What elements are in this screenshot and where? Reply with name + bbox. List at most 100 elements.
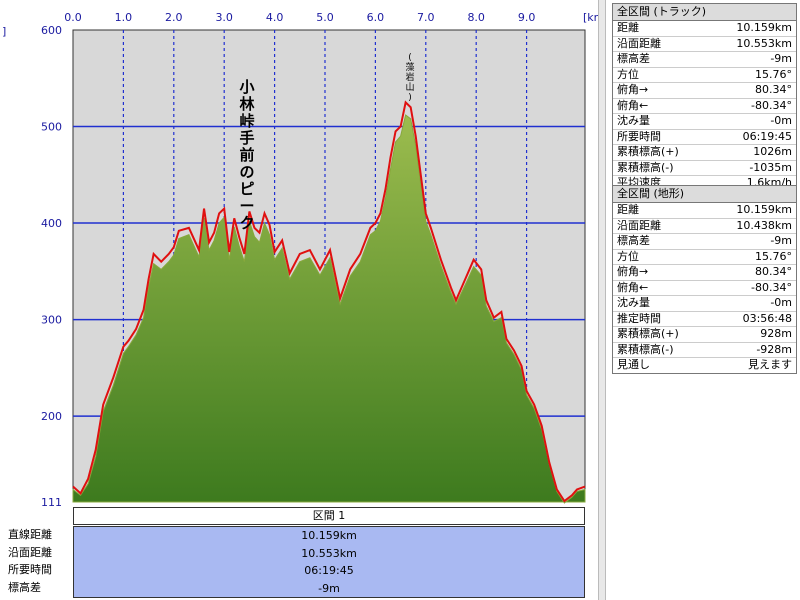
section-value-elevation-diff: -9m	[318, 581, 340, 595]
section-title: 区間 1	[73, 507, 585, 525]
terrain-stat-value: -0m	[770, 296, 792, 309]
terrain-stats-panel: 全区間 (地形) 距離 10.159km 沿面距離 10.438km 標高差 -9m 方位 1…	[612, 185, 797, 374]
track-stat-row: 累積標高(-) -1035m	[613, 160, 796, 176]
track-stat-row: 俯角→ 80.34°	[613, 83, 796, 99]
track-stat-label: 距離	[617, 21, 639, 34]
section-label-straight-distance: 直線距離	[8, 528, 52, 541]
y-tick-label: 500	[41, 121, 62, 134]
track-stat-row: 俯角← -80.34°	[613, 98, 796, 114]
track-stats-panel: 全区間 (トラック) 距離 10.159km 沿面距離 10.553km 標高差 -9m 方…	[612, 3, 797, 192]
terrain-stat-row: 沈み量 -0m	[613, 296, 796, 312]
x-tick-label: 8.0	[467, 11, 485, 24]
x-tick-label: 2.0	[165, 11, 183, 24]
track-stat-row: 沈み量 -0m	[613, 114, 796, 130]
terrain-area	[72, 114, 586, 504]
track-stat-value: -80.34°	[751, 98, 792, 112]
panel-divider[interactable]	[598, 0, 606, 600]
terrain-stat-row: 標高差 -9m	[613, 234, 796, 250]
terrain-stat-row: 沿面距離 10.438km	[613, 218, 796, 234]
track-stat-value: -9m	[770, 52, 792, 65]
x-tick-label: 0.0	[64, 11, 82, 24]
track-stat-row: 距離 10.159km	[613, 21, 796, 37]
terrain-stat-value: 928m	[760, 327, 792, 340]
track-stat-value: 10.553km	[736, 36, 792, 50]
track-stat-label: 標高差	[617, 52, 650, 65]
terrain-stat-label: 累積標高(+)	[617, 327, 679, 340]
terrain-stat-row: 方位 15.76°	[613, 249, 796, 265]
section-value-duration: 06:19:45	[304, 564, 354, 577]
terrain-stat-row: 推定時間 03:56:48	[613, 311, 796, 327]
terrain-stat-value: 03:56:48	[742, 311, 792, 325]
section-label-duration: 所要時間	[8, 563, 52, 576]
terrain-stat-label: 沈み量	[617, 296, 650, 309]
terrain-stats-title: 全区間 (地形)	[613, 186, 796, 203]
section-value-surface-distance: 10.553km	[301, 546, 357, 560]
terrain-stat-row: 見通し 見えます	[613, 358, 796, 373]
track-stat-label: 所要時間	[617, 129, 661, 143]
x-tick-label: 3.0	[215, 11, 233, 24]
terrain-stat-label: 累積標高(-)	[617, 342, 674, 356]
x-unit-label: [km	[583, 11, 600, 24]
x-tick-label: 4.0	[266, 11, 284, 24]
terrain-stat-label: 沿面距離	[617, 218, 661, 232]
track-stat-label: 方位	[617, 67, 639, 81]
section-labels: 直線距離 沿面距離 所要時間 標高差	[0, 526, 72, 596]
terrain-stat-row: 俯角→ 80.34°	[613, 265, 796, 281]
track-stat-value: 1026m	[753, 145, 792, 158]
track-line	[72, 100, 586, 503]
summit-annotation: (藻岩山)	[405, 53, 414, 103]
section-panel: 区間 1 直線距離 沿面距離 所要時間 標高差 10.159km 10.553k…	[0, 507, 590, 600]
track-stat-value: 80.34°	[755, 83, 792, 96]
terrain-stat-label: 距離	[617, 203, 639, 216]
terrain-stat-value: -9m	[770, 234, 792, 247]
track-stat-value: -0m	[770, 114, 792, 127]
track-stat-value: 06:19:45	[742, 129, 792, 143]
track-stat-row: 沿面距離 10.553km	[613, 36, 796, 52]
section-label-surface-distance: 沿面距離	[8, 545, 52, 559]
section-value-straight-distance: 10.159km	[301, 529, 357, 542]
y-tick-label: 600	[41, 24, 62, 37]
section-values: 10.159km 10.553km 06:19:45 -9m	[73, 526, 585, 598]
track-stat-row: 所要時間 06:19:45	[613, 129, 796, 145]
terrain-stat-label: 推定時間	[617, 311, 661, 325]
x-tick-label: 9.0	[518, 11, 536, 24]
terrain-stat-value: 見えます	[748, 358, 792, 371]
elevation-chart: 0.0 1.0 2.0 3.0 4.0 5.0 6.0 7.0 8.0 9.0 600 500 400…	[2, 11, 600, 507]
terrain-stat-row: 距離 10.159km	[613, 203, 796, 219]
x-tick-label: 7.0	[417, 11, 435, 24]
track-stat-label: 俯角→	[617, 83, 649, 96]
terrain-stat-label: 方位	[617, 249, 639, 263]
peak-annotation: 小林峠手前のピーク	[239, 78, 255, 232]
terrain-stat-label: 俯角←	[617, 280, 649, 294]
y-tick-label: 200	[41, 410, 62, 423]
x-tick-label: 1.0	[115, 11, 133, 24]
track-stats-title: 全区間 (トラック)	[613, 4, 796, 21]
section-label-elevation-diff: 標高差	[8, 580, 41, 594]
terrain-stat-value: -80.34°	[751, 280, 792, 294]
terrain-stat-row: 累積標高(-) -928m	[613, 342, 796, 358]
y-tick-label: 400	[41, 217, 62, 230]
y-tick-label: 300	[41, 314, 62, 327]
track-stat-label: 俯角←	[617, 98, 649, 112]
terrain-stat-value: 10.438km	[736, 218, 792, 232]
track-stat-label: 沿面距離	[617, 36, 661, 50]
track-stat-row: 標高差 -9m	[613, 52, 796, 68]
track-stat-value: 10.159km	[736, 21, 792, 34]
terrain-stat-row: 累積標高(+) 928m	[613, 327, 796, 343]
y-tick-label: 111	[41, 496, 62, 507]
track-stat-value: 15.76°	[755, 67, 792, 81]
track-stat-label: 沈み量	[617, 114, 650, 127]
terrain-stat-value: -928m	[756, 342, 792, 356]
track-stat-label: 累積標高(+)	[617, 145, 679, 158]
track-stat-label: 累積標高(-)	[617, 160, 674, 174]
track-stat-row: 累積標高(+) 1026m	[613, 145, 796, 161]
x-tick-label: 6.0	[367, 11, 385, 24]
x-tick-label: 5.0	[316, 11, 334, 24]
terrain-stat-label: 標高差	[617, 234, 650, 247]
terrain-stat-row: 俯角← -80.34°	[613, 280, 796, 296]
track-stat-value: -1035m	[749, 160, 792, 174]
terrain-stat-label: 俯角→	[617, 265, 649, 278]
terrain-stat-value: 15.76°	[755, 249, 792, 263]
terrain-stat-label: 見通し	[617, 358, 650, 371]
terrain-stat-value: 80.34°	[755, 265, 792, 278]
